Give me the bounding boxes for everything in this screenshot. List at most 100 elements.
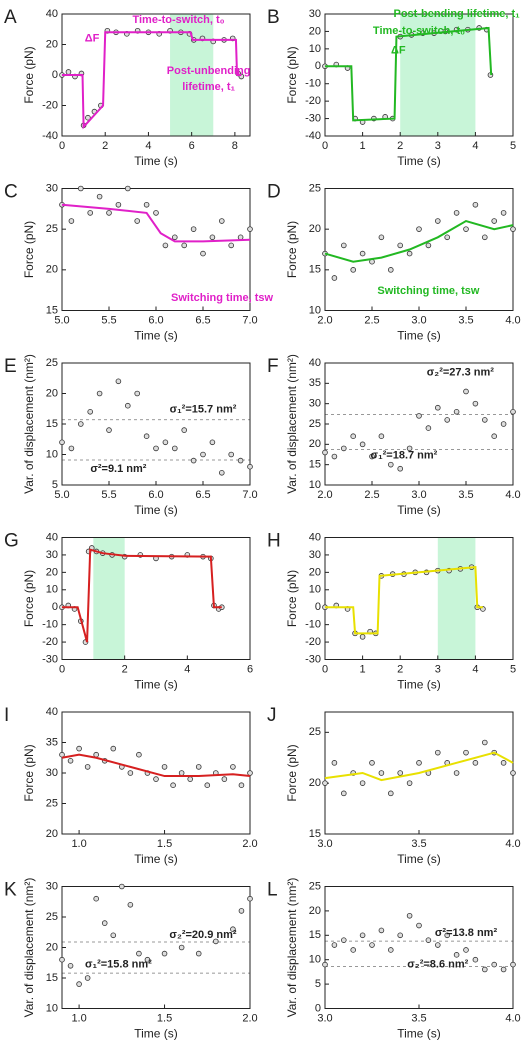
panel: A 0 2 4 6 8 -40 -20 0 20 40 Time (s) Force (pN) Time-… <box>4 7 251 168</box>
y-axis-label: Force (pN) <box>22 46 36 103</box>
x-tick-label: 3.0 <box>317 838 332 850</box>
y-tick-label: 35 <box>46 736 58 748</box>
data-point <box>144 956 151 963</box>
data-point <box>350 947 357 953</box>
x-axis-label: Time (s) <box>397 852 441 866</box>
panel-letter: I <box>4 705 9 726</box>
data-point <box>397 465 404 472</box>
data-point <box>397 770 404 776</box>
data-point <box>406 445 413 452</box>
data-point <box>204 782 211 788</box>
y-tick-label: 10 <box>46 1002 58 1014</box>
data-point <box>213 938 219 945</box>
panel-letter: F <box>267 356 279 377</box>
data-point <box>444 932 451 939</box>
y-tick-label: -10 <box>305 619 321 631</box>
y-tick-label: 30 <box>46 880 58 892</box>
data-point <box>416 413 422 419</box>
data-point <box>434 404 441 411</box>
annotation: σ₁²=15.8 nm² <box>85 958 152 970</box>
data-point <box>463 947 469 953</box>
y-tick-label: 15 <box>309 459 321 471</box>
y-tick-label: 30 <box>309 549 321 561</box>
data-point <box>172 234 178 241</box>
data-point <box>416 922 422 929</box>
data-point <box>65 69 72 75</box>
y-tick-label: -10 <box>42 619 58 631</box>
panel-letter: K <box>4 880 17 901</box>
data-point <box>340 790 347 797</box>
y-tick-label: -30 <box>42 653 58 665</box>
x-tick-label: 4.0 <box>505 838 520 850</box>
y-axis-label: Var. of displacement (nm²) <box>22 878 36 1018</box>
data-point <box>101 920 108 926</box>
x-axis-label: Time (s) <box>397 503 441 517</box>
annotation: σ₂²=8.6 nm² <box>407 958 468 970</box>
x-axis-label: Time (s) <box>397 1027 441 1041</box>
data-point <box>510 770 516 776</box>
x-tick-label: 4.0 <box>505 1012 520 1024</box>
y-tick-label: 20 <box>46 38 58 50</box>
data-point <box>190 457 197 464</box>
data-point <box>59 439 65 446</box>
data-point <box>387 947 394 953</box>
y-tick-label: 20 <box>309 777 321 789</box>
x-axis-label: Time (s) <box>134 852 178 866</box>
data-point <box>331 942 338 948</box>
y-tick-label: 5 <box>52 479 58 491</box>
panel: H 0 1 2 3 4 5 -30 -20 -10 0 10 20 30 40 Time (s) Force (… <box>267 531 516 692</box>
y-tick-label: 0 <box>52 69 58 81</box>
data-point <box>237 234 244 241</box>
y-tick-label: 25 <box>309 726 321 738</box>
data-point <box>322 449 328 456</box>
data-point <box>219 218 225 224</box>
data-point <box>93 751 99 758</box>
data-point <box>350 433 357 440</box>
y-tick-label: -20 <box>42 636 58 648</box>
y-tick-label: 30 <box>309 398 321 410</box>
x-tick-label: 6.5 <box>195 314 210 326</box>
data-point <box>434 942 441 948</box>
data-point <box>219 469 225 476</box>
plot-frame <box>324 537 514 660</box>
y-tick-label: 40 <box>309 357 321 369</box>
data-point <box>331 760 338 766</box>
y-axis-label: Force (pN) <box>285 46 299 103</box>
annotation: Time-to-switch, t₀ <box>132 14 224 26</box>
panel: I 1.0 1.5 2.0 20 25 30 35 40 Time (s) Force (pN) <box>4 705 258 866</box>
data-point <box>444 234 451 241</box>
annotation: σ₁²=18.7 nm² <box>371 450 438 462</box>
x-tick-label: 6.0 <box>148 314 163 326</box>
y-axis-label: Force (pN) <box>22 744 36 801</box>
panel-letter: D <box>267 182 281 203</box>
data-point <box>359 780 366 786</box>
data-point <box>463 388 469 395</box>
y-axis-label: Force (pN) <box>285 221 299 278</box>
data-point <box>153 776 159 782</box>
x-tick-label: 1.5 <box>157 838 172 850</box>
y-tick-label: 20 <box>46 828 58 840</box>
data-point <box>93 895 99 902</box>
x-tick-label: 6 <box>189 140 195 152</box>
plot-frame <box>61 886 251 1009</box>
fit-line <box>61 753 251 778</box>
y-axis-label: Var. of displacement (nm²) <box>22 354 36 494</box>
y-axis-label: Force (pN) <box>22 221 36 278</box>
x-tick-label: 5.5 <box>101 489 116 501</box>
x-axis-label: Time (s) <box>397 678 441 692</box>
y-tick-label: 10 <box>309 43 321 55</box>
data-point <box>110 932 117 939</box>
data-point <box>500 760 507 766</box>
x-axis-label: Time (s) <box>397 154 441 168</box>
data-point <box>416 226 422 232</box>
y-tick-label: 15 <box>309 828 321 840</box>
data-point <box>359 634 366 640</box>
data-point <box>59 751 65 758</box>
y-tick-label: 20 <box>309 905 321 917</box>
y-tick-label: 20 <box>46 387 58 399</box>
data-point <box>87 408 93 415</box>
highlight-region <box>437 537 476 660</box>
data-point <box>369 760 375 766</box>
panel-letter: A <box>4 7 17 28</box>
